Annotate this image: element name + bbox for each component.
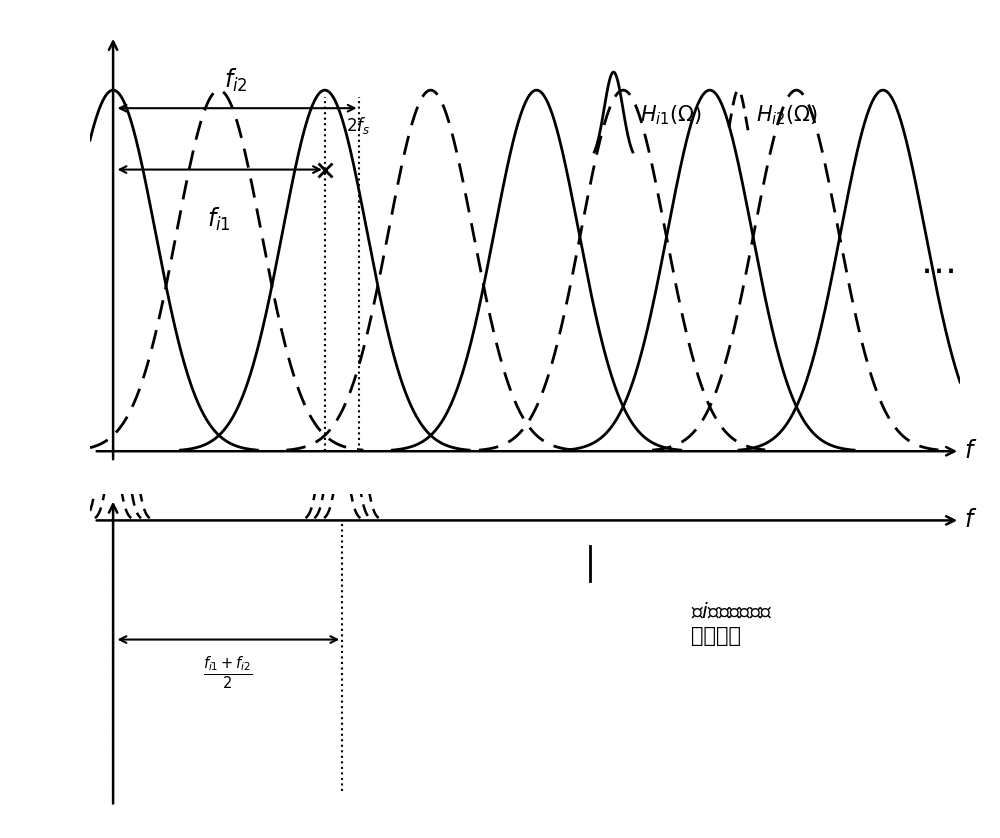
Text: $f_{i1}$: $f_{i1}$: [207, 205, 231, 233]
Text: $f_{i2}$: $f_{i2}$: [224, 66, 248, 94]
Text: $f$: $f$: [964, 439, 977, 463]
Text: $f$: $f$: [964, 509, 977, 532]
Text: $H_{i2}(\Omega)$: $H_{i2}(\Omega)$: [756, 104, 818, 127]
Text: $H_{i1}(\Omega)$: $H_{i1}(\Omega)$: [640, 104, 703, 127]
Text: $2f_s$: $2f_s$: [346, 116, 370, 137]
Text: $\frac{f_{i1}+f_{i2}}{2}$: $\frac{f_{i1}+f_{i2}}{2}$: [203, 654, 253, 691]
Text: 第$i$个信道通带的
中心频率: 第$i$个信道通带的 中心频率: [691, 603, 772, 646]
Text: $\cdots$: $\cdots$: [920, 254, 954, 287]
